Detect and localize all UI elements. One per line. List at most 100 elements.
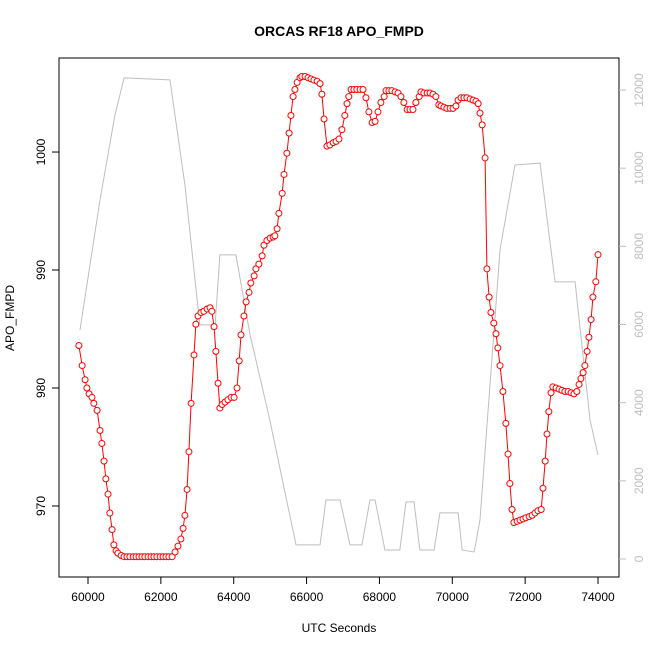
data-point	[547, 389, 555, 397]
data-point	[174, 542, 182, 550]
data-point	[343, 100, 351, 108]
plot-frame	[58, 57, 620, 578]
data-point	[474, 100, 482, 108]
data-point	[594, 251, 602, 259]
data-point	[291, 86, 299, 94]
data-point	[320, 115, 328, 123]
data-point	[289, 93, 297, 101]
data-point	[499, 388, 507, 396]
x-tick-label: 60000	[71, 590, 105, 604]
data-point	[208, 307, 216, 315]
data-point	[492, 330, 500, 338]
data-point	[285, 129, 293, 137]
data-point	[75, 342, 83, 350]
data-point	[371, 117, 379, 125]
data-point	[283, 149, 291, 157]
data-point	[242, 298, 250, 306]
data-point	[271, 232, 279, 240]
data-point	[543, 430, 551, 438]
data-point	[587, 316, 595, 324]
data-point	[577, 375, 585, 383]
data-point	[81, 376, 89, 384]
data-point	[190, 351, 198, 359]
data-point	[280, 170, 288, 178]
data-point	[278, 189, 286, 197]
data-point	[573, 388, 581, 396]
data-point	[83, 384, 91, 392]
y2-tick-label: 4000	[632, 389, 646, 416]
data-point	[581, 362, 589, 370]
data-point	[504, 450, 512, 458]
data-point	[345, 93, 353, 101]
data-point	[335, 135, 343, 143]
series-line	[78, 76, 599, 558]
data-point	[575, 380, 583, 388]
data-point	[481, 154, 489, 162]
data-point	[400, 98, 408, 106]
y2-tick-label: 0	[632, 555, 646, 562]
data-point	[230, 393, 238, 401]
data-point	[110, 541, 118, 549]
data-point	[487, 308, 495, 316]
data-point	[210, 323, 218, 331]
data-point	[496, 362, 504, 370]
data-point	[483, 265, 491, 273]
y2-tick-label: 8000	[632, 233, 646, 260]
data-point	[537, 506, 545, 514]
data-point	[177, 535, 185, 543]
data-point	[237, 331, 245, 339]
data-point	[240, 312, 248, 320]
data-point	[318, 90, 326, 98]
data-point	[478, 121, 486, 129]
data-point	[181, 511, 189, 519]
data-point	[579, 369, 587, 377]
data-point	[90, 399, 98, 407]
data-point	[409, 106, 417, 114]
x-tick-label: 64000	[217, 590, 251, 604]
data-point	[108, 526, 116, 534]
x-tick-label: 70000	[436, 590, 470, 604]
data-point	[96, 426, 104, 434]
data-point	[93, 406, 101, 414]
data-point	[100, 457, 108, 465]
data-point	[592, 278, 600, 286]
data-point	[247, 279, 255, 287]
data-point	[187, 399, 195, 407]
data-point	[171, 548, 179, 556]
data-point	[275, 209, 283, 217]
data-point	[589, 293, 597, 301]
data-point	[585, 333, 593, 341]
data-point	[255, 260, 263, 268]
data-point	[432, 93, 440, 101]
data-point	[494, 344, 502, 352]
data-point	[102, 475, 110, 483]
data-point	[365, 108, 373, 116]
data-point	[541, 457, 549, 465]
data-point	[212, 347, 220, 355]
data-point	[78, 362, 86, 370]
y-tick-label: 1000	[34, 138, 48, 165]
y2-tick-label: 12000	[632, 73, 646, 107]
y-tick-label: 980	[34, 378, 48, 398]
y-axis-label: APO_FMPD	[3, 285, 17, 351]
data-point	[539, 484, 547, 492]
y2-tick-label: 6000	[632, 311, 646, 338]
data-point	[250, 272, 258, 280]
data-point	[192, 320, 200, 328]
x-tick-label: 74000	[581, 590, 615, 604]
data-point	[502, 419, 510, 427]
data-point	[545, 408, 553, 416]
data-point	[98, 439, 106, 447]
x-tick-label: 66000	[290, 590, 324, 604]
data-point	[235, 357, 243, 365]
data-point	[583, 347, 591, 355]
y2-tick-label: 2000	[632, 467, 646, 494]
data-point	[338, 126, 346, 134]
data-point	[412, 98, 420, 106]
data-point	[506, 480, 514, 488]
data-point	[380, 93, 388, 101]
data-point	[214, 379, 222, 387]
data-point	[397, 93, 405, 101]
data-point	[233, 384, 241, 392]
